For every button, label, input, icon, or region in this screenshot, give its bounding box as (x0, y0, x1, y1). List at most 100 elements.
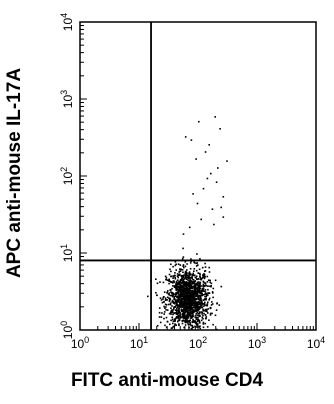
event-point (179, 270, 182, 272)
event-point (184, 288, 187, 290)
event-point (172, 293, 175, 295)
event-point (205, 295, 208, 298)
event-point (189, 284, 191, 287)
event-point (215, 309, 218, 311)
event-point (189, 308, 191, 311)
event-point (193, 281, 195, 283)
event-point (199, 311, 201, 313)
event-point (199, 287, 202, 289)
event-point (180, 290, 183, 292)
event-point (179, 264, 182, 266)
event-point (204, 301, 206, 304)
event-point (199, 296, 202, 299)
event-point (193, 320, 196, 322)
event-point (201, 313, 203, 315)
event-point (174, 272, 176, 274)
event-point (186, 289, 188, 292)
event-point (174, 299, 177, 302)
scatter-point (196, 202, 199, 205)
event-point (220, 285, 223, 288)
event-point (200, 305, 202, 307)
event-point (199, 321, 201, 324)
event-point (207, 288, 209, 291)
event-point (195, 318, 198, 320)
event-point (189, 262, 192, 264)
event-point (174, 264, 177, 267)
event-point (190, 299, 193, 302)
event-point (180, 268, 183, 271)
event-point (185, 284, 188, 287)
event-point (179, 287, 181, 290)
event-point (172, 285, 174, 287)
event-point (167, 303, 170, 306)
event-point (192, 292, 195, 295)
event-point (196, 302, 199, 305)
event-point (195, 295, 197, 297)
event-point (179, 281, 181, 284)
event-point (185, 306, 188, 308)
event-point (202, 276, 204, 279)
event-point (189, 310, 191, 312)
event-point (210, 285, 212, 287)
event-point (164, 297, 167, 299)
event-point (196, 292, 199, 294)
event-point (168, 273, 171, 276)
event-point (204, 293, 206, 296)
event-point (175, 280, 178, 283)
event-point (199, 297, 202, 300)
event-point (171, 301, 173, 303)
y-axis-label-box: APC anti-mouse IL-17A (2, 8, 28, 338)
event-point (165, 304, 168, 306)
event-point (188, 302, 190, 304)
event-point (178, 324, 180, 327)
event-point (183, 302, 185, 305)
event-point (191, 296, 193, 298)
event-point (170, 311, 172, 314)
event-point (169, 294, 172, 297)
event-point (174, 285, 177, 288)
x-tick-label: 102 (189, 335, 207, 351)
event-point (186, 288, 188, 291)
event-point (192, 319, 194, 322)
event-point (172, 292, 175, 295)
event-point (176, 306, 179, 309)
event-point (187, 320, 189, 322)
event-point (190, 313, 192, 315)
main-population (147, 247, 223, 331)
event-point (185, 297, 187, 299)
event-point (194, 301, 196, 304)
event-point (180, 316, 182, 319)
event-point (173, 295, 175, 298)
event-point (196, 298, 199, 300)
event-point (187, 317, 190, 319)
event-point (166, 296, 169, 299)
event-point (197, 272, 200, 274)
event-point (147, 295, 149, 298)
event-point (192, 297, 194, 300)
event-point (176, 275, 179, 277)
event-point (199, 285, 201, 287)
event-point (206, 310, 208, 313)
event-point (187, 316, 189, 318)
event-point (179, 280, 181, 282)
event-point (201, 303, 204, 305)
event-point (186, 276, 189, 279)
event-point (204, 291, 207, 293)
event-point (183, 313, 185, 315)
event-point (185, 320, 187, 322)
event-point (189, 282, 192, 285)
event-point (195, 265, 198, 267)
event-point (185, 308, 187, 311)
event-point (183, 304, 186, 306)
event-point (184, 316, 187, 319)
event-point (183, 305, 186, 308)
event-point (187, 277, 190, 280)
event-point (165, 276, 168, 279)
event-point (170, 275, 172, 278)
event-point (177, 295, 180, 297)
event-point (174, 261, 177, 263)
event-point (187, 279, 189, 281)
scatter-point (211, 208, 214, 210)
event-point (189, 299, 192, 301)
event-point (191, 312, 194, 314)
